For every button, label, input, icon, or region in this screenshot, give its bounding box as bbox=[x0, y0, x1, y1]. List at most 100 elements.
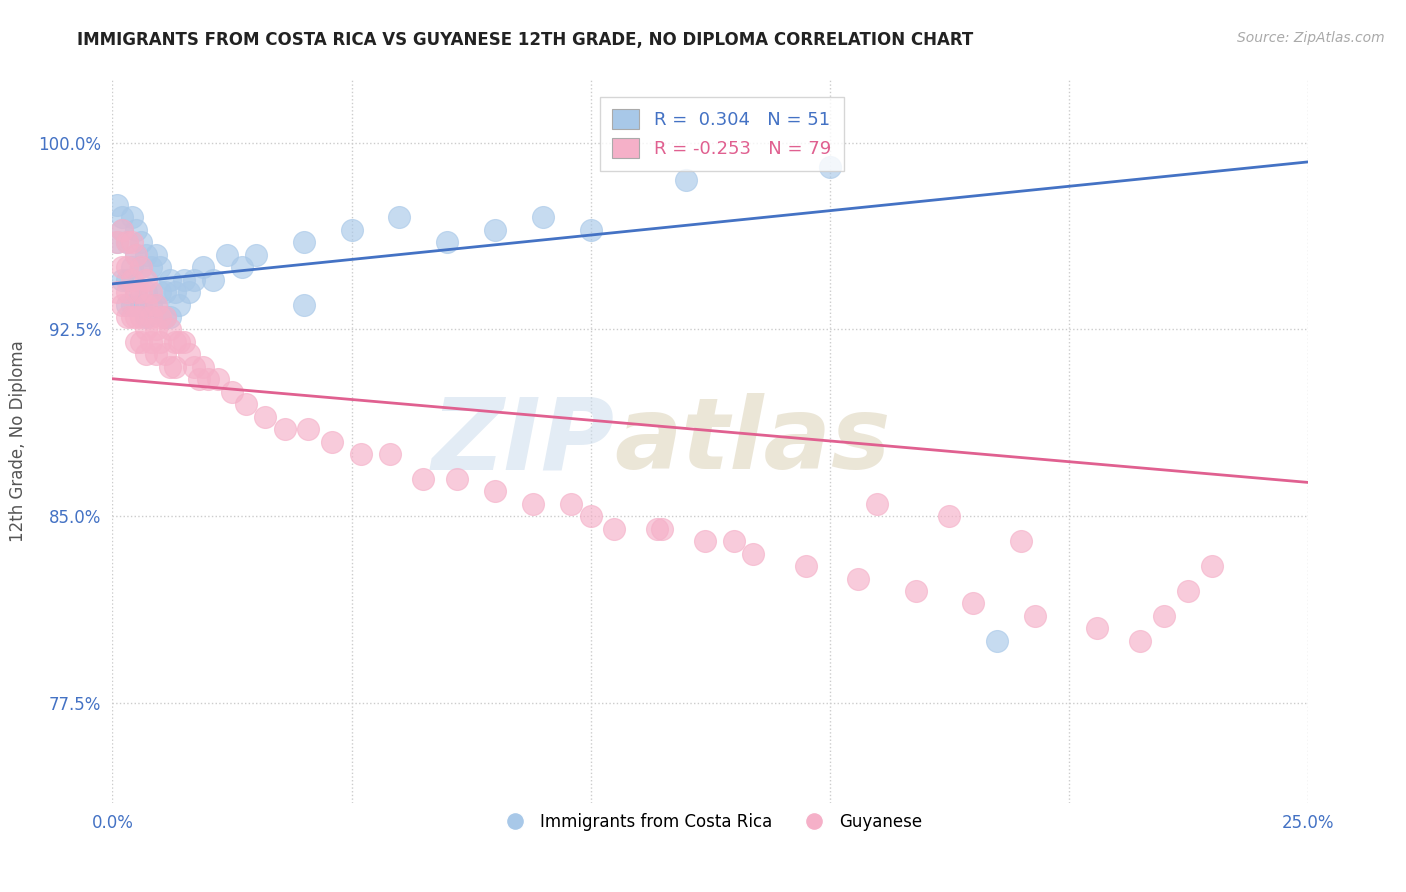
Point bbox=[221, 384, 243, 399]
Point bbox=[193, 260, 215, 274]
Point bbox=[173, 272, 195, 286]
Point bbox=[125, 248, 148, 262]
Point bbox=[484, 484, 506, 499]
Point bbox=[111, 272, 134, 286]
Point bbox=[153, 347, 176, 361]
Point bbox=[121, 211, 143, 225]
Point bbox=[1024, 609, 1046, 624]
Point bbox=[125, 285, 148, 299]
Point bbox=[723, 534, 745, 549]
Point bbox=[254, 409, 277, 424]
Point bbox=[193, 359, 215, 374]
Point bbox=[159, 322, 181, 336]
Point bbox=[159, 359, 181, 374]
Point bbox=[139, 310, 162, 324]
Point bbox=[129, 310, 152, 324]
Point bbox=[173, 334, 195, 349]
Point bbox=[412, 472, 434, 486]
Point bbox=[139, 297, 162, 311]
Point bbox=[111, 223, 134, 237]
Point bbox=[603, 522, 626, 536]
Point bbox=[111, 211, 134, 225]
Text: atlas: atlas bbox=[614, 393, 891, 490]
Point bbox=[163, 334, 186, 349]
Point bbox=[135, 272, 157, 286]
Point bbox=[436, 235, 458, 250]
Point bbox=[1010, 534, 1032, 549]
Point bbox=[522, 497, 544, 511]
Point bbox=[818, 161, 841, 175]
Point bbox=[135, 347, 157, 361]
Point bbox=[115, 310, 138, 324]
Point bbox=[159, 272, 181, 286]
Point bbox=[560, 497, 582, 511]
Point bbox=[231, 260, 253, 274]
Point bbox=[121, 272, 143, 286]
Point bbox=[139, 334, 162, 349]
Point bbox=[153, 285, 176, 299]
Legend: Immigrants from Costa Rica, Guyanese: Immigrants from Costa Rica, Guyanese bbox=[492, 806, 928, 838]
Point bbox=[846, 572, 869, 586]
Point bbox=[125, 334, 148, 349]
Point bbox=[866, 497, 889, 511]
Point bbox=[135, 322, 157, 336]
Point bbox=[129, 285, 152, 299]
Point bbox=[153, 310, 176, 324]
Point bbox=[207, 372, 229, 386]
Point bbox=[904, 584, 927, 599]
Point bbox=[273, 422, 295, 436]
Point bbox=[579, 509, 602, 524]
Point bbox=[235, 397, 257, 411]
Point bbox=[297, 422, 319, 436]
Point bbox=[647, 522, 669, 536]
Point bbox=[217, 248, 239, 262]
Point bbox=[201, 272, 224, 286]
Point bbox=[115, 260, 138, 274]
Point bbox=[111, 297, 134, 311]
Point bbox=[121, 297, 143, 311]
Point bbox=[484, 223, 506, 237]
Point bbox=[986, 633, 1008, 648]
Point bbox=[115, 285, 138, 299]
Point bbox=[129, 260, 152, 274]
Point bbox=[149, 285, 172, 299]
Point bbox=[695, 534, 717, 549]
Point bbox=[177, 285, 200, 299]
Point bbox=[129, 297, 152, 311]
Point bbox=[169, 334, 191, 349]
Point bbox=[125, 285, 148, 299]
Point bbox=[794, 559, 817, 574]
Point bbox=[579, 223, 602, 237]
Point bbox=[962, 597, 984, 611]
Point bbox=[183, 272, 205, 286]
Point bbox=[1177, 584, 1199, 599]
Point bbox=[135, 310, 157, 324]
Point bbox=[115, 297, 138, 311]
Point bbox=[675, 173, 697, 187]
Point bbox=[145, 347, 167, 361]
Point bbox=[388, 211, 411, 225]
Point bbox=[1129, 633, 1152, 648]
Point bbox=[111, 223, 134, 237]
Point bbox=[1201, 559, 1223, 574]
Point bbox=[129, 334, 152, 349]
Point bbox=[1085, 621, 1108, 635]
Point bbox=[121, 260, 143, 274]
Point bbox=[145, 297, 167, 311]
Point bbox=[105, 285, 128, 299]
Point bbox=[292, 297, 315, 311]
Point bbox=[129, 235, 152, 250]
Y-axis label: 12th Grade, No Diploma: 12th Grade, No Diploma bbox=[10, 341, 27, 542]
Point bbox=[378, 447, 401, 461]
Point bbox=[187, 372, 209, 386]
Point bbox=[135, 297, 157, 311]
Point bbox=[177, 347, 200, 361]
Point bbox=[163, 285, 186, 299]
Point bbox=[115, 272, 138, 286]
Point bbox=[183, 359, 205, 374]
Point bbox=[340, 223, 363, 237]
Point bbox=[531, 211, 554, 225]
Text: Source: ZipAtlas.com: Source: ZipAtlas.com bbox=[1237, 31, 1385, 45]
Point bbox=[125, 248, 148, 262]
Point bbox=[125, 223, 148, 237]
